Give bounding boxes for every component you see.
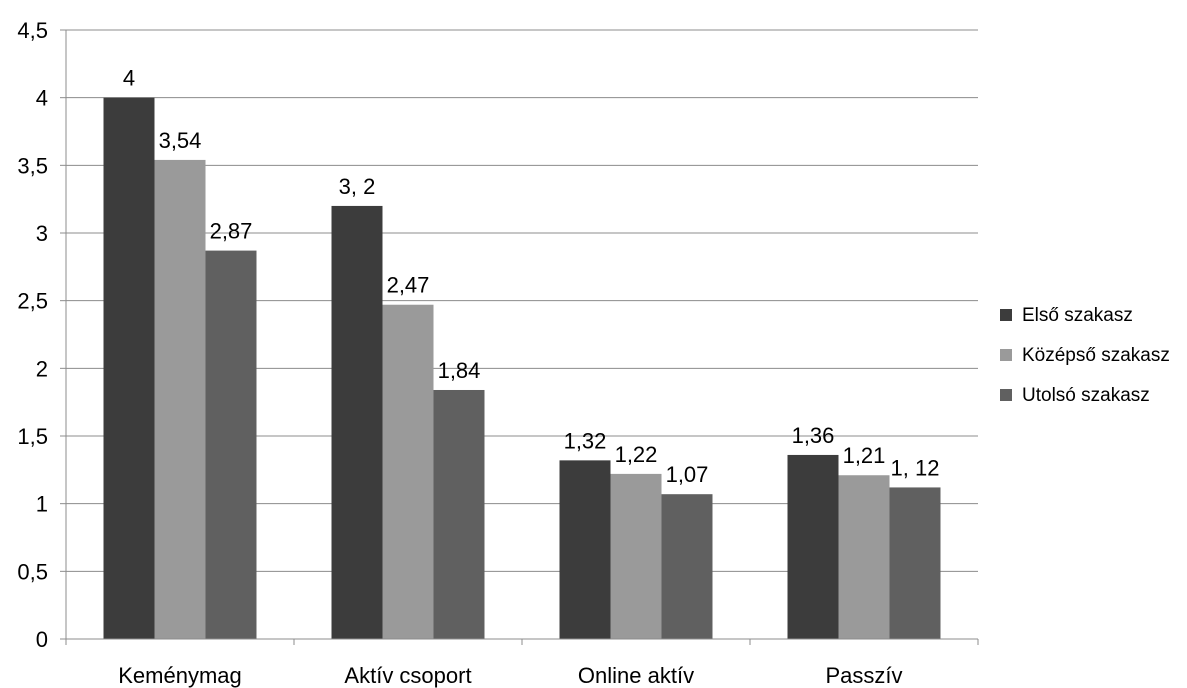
data-label: 2,47: [387, 273, 430, 298]
bar: [838, 475, 890, 639]
data-label: 3, 2: [339, 174, 376, 199]
x-tick-label: Keménymag: [118, 663, 242, 688]
y-tick-label: 1,5: [17, 424, 48, 449]
data-label: 1,21: [843, 443, 886, 468]
y-tick-label: 0: [36, 627, 48, 652]
data-label: 1,07: [666, 462, 709, 487]
y-tick-label: 0,5: [17, 559, 48, 584]
x-tick-labels: Keménymag Aktív csoport Online aktív Passzí…: [118, 663, 902, 688]
legend-swatch: [1000, 389, 1012, 401]
legend-swatch: [1000, 309, 1012, 321]
legend-label: Utolsó szakasz: [1022, 385, 1150, 406]
bar: [103, 97, 155, 639]
axes: [60, 29, 979, 645]
data-label: 1,32: [564, 428, 607, 453]
bars: [103, 97, 941, 640]
y-tick-labels: 0 0,5 1 1,5 2 2,5 3 3,5 4 4,5: [17, 18, 48, 652]
bar: [433, 389, 485, 639]
data-label: 3,54: [159, 128, 202, 153]
bar: [661, 494, 713, 639]
legend-item: Középső szakasz: [1000, 345, 1170, 366]
data-labels: 4 3,54 2,87 3, 2 2,47 1,84 1,32 1,22 1,07 1,36 1,2…: [123, 66, 940, 488]
y-tick-label: 3,5: [17, 153, 48, 178]
data-label: 4: [123, 66, 135, 91]
y-tick-label: 1: [36, 492, 48, 517]
legend-item: Első szakasz: [1000, 305, 1133, 326]
bar: [154, 159, 206, 640]
y-tick-label: 2,5: [17, 289, 48, 314]
y-tick-label: 3: [36, 221, 48, 246]
data-label: 1, 12: [891, 455, 940, 480]
data-label: 1,36: [792, 423, 835, 448]
y-tick-label: 2: [36, 356, 48, 381]
legend-item: Utolsó szakasz: [1000, 385, 1150, 406]
legend-label: Középső szakasz: [1022, 345, 1170, 366]
data-label: 2,87: [210, 219, 253, 244]
bar: [889, 487, 941, 639]
x-tick-label: Passzív: [825, 663, 902, 688]
bar: [610, 473, 662, 639]
legend-label: Első szakasz: [1022, 305, 1133, 326]
data-label: 1,84: [438, 358, 481, 383]
bar: [205, 250, 257, 640]
bar: [331, 205, 383, 639]
bar: [382, 304, 434, 639]
y-tick-label: 4,5: [17, 18, 48, 43]
bar: [787, 454, 839, 639]
x-tick-label: Online aktív: [578, 663, 694, 688]
legend-swatch: [1000, 349, 1012, 361]
x-tick-label: Aktív csoport: [344, 663, 471, 688]
bar: [559, 460, 611, 639]
legend: Első szakasz Középső szakasz Utolsó szakas…: [1000, 305, 1170, 406]
data-label: 1,22: [615, 442, 658, 467]
y-tick-label: 4: [36, 86, 48, 111]
